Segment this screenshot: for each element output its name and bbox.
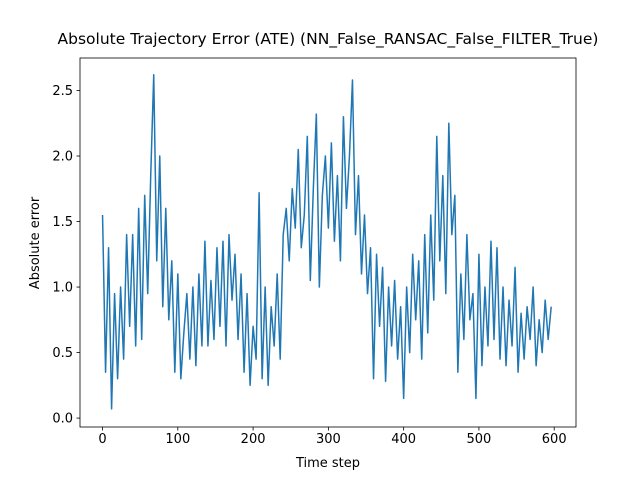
y-tick-label: 0.0 xyxy=(52,412,73,427)
chart-title: Absolute Trajectory Error (ATE) (NN_Fals… xyxy=(58,30,599,49)
x-tick-label: 600 xyxy=(542,432,567,447)
x-tick-label: 200 xyxy=(241,432,266,447)
y-tick-label: 2.5 xyxy=(52,84,73,99)
x-axis-label: Time step xyxy=(295,456,360,471)
y-tick-label: 1.5 xyxy=(52,215,73,230)
axes-frame xyxy=(79,57,577,428)
y-tick-label: 2.0 xyxy=(52,150,73,165)
x-tick-label: 0 xyxy=(98,432,106,447)
x-tick-label: 400 xyxy=(391,432,416,447)
y-tick-label: 1.0 xyxy=(52,281,73,296)
data-line xyxy=(101,74,552,410)
x-tick-label: 500 xyxy=(467,432,492,447)
x-tick-label: 100 xyxy=(165,432,190,447)
x-tick-label: 300 xyxy=(316,432,341,447)
y-tick-label: 0.5 xyxy=(52,346,73,361)
y-axis-label: Absolute error xyxy=(28,196,43,289)
